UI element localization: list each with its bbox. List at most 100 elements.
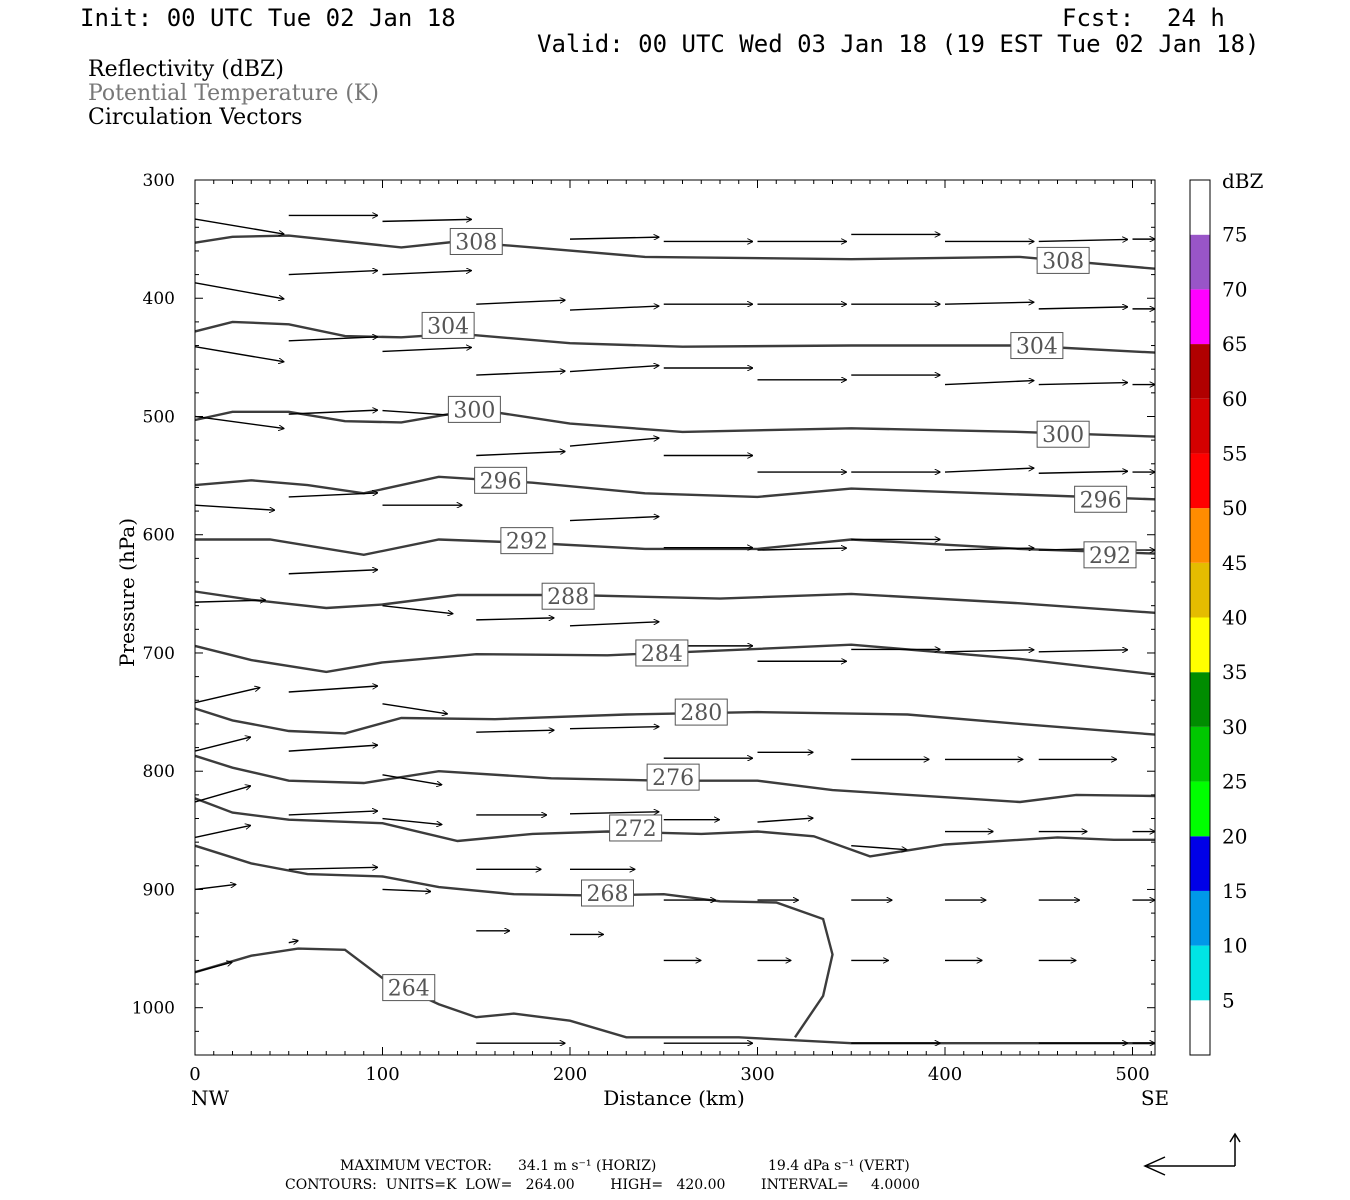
colorbar-swatch: [1190, 836, 1210, 891]
contour-label-box: [447, 395, 501, 423]
max-vector-vert: 19.4 dPa s⁻¹ (VERT): [768, 1158, 910, 1174]
vector-arrow: [194, 884, 236, 891]
vector-arrow: [569, 306, 659, 311]
contour-label-box: [646, 763, 700, 791]
vector-arrow: [382, 889, 431, 891]
vector-arrow: [194, 962, 232, 973]
colorbar-level-label: 40: [1222, 606, 1247, 630]
contour-line-272: [194, 797, 1155, 858]
field-circulation-vectors: Circulation Vectors: [88, 105, 303, 130]
vector-arrow: [476, 618, 554, 620]
vector-arrow: [194, 786, 251, 803]
colorbar-level-label: 10: [1222, 934, 1247, 958]
x-end-label-se: SE: [1141, 1086, 1169, 1110]
valid-time: Valid: 00 UTC Wed 03 Jan 18 (19 EST Tue …: [537, 30, 1260, 58]
contour-label: 308: [455, 230, 497, 255]
vector-arrow: [476, 730, 554, 732]
contour-line-308: [194, 234, 1156, 270]
vector-arrow: [382, 604, 453, 614]
vector-arrow: [944, 548, 1034, 550]
y-tick-label: 900: [143, 880, 175, 900]
colorbar-swatch: [1190, 945, 1210, 1001]
plot-frame: [194, 179, 1156, 1056]
contour-label: 292: [1089, 544, 1131, 569]
vector-arrow: [288, 570, 378, 575]
x-tick-label: 200: [553, 1064, 587, 1085]
x-tick-label: 400: [928, 1064, 962, 1085]
vector-arrow: [1038, 471, 1128, 473]
contour-label-box: [581, 879, 634, 907]
contour-label: 308: [1042, 249, 1084, 274]
colorbar-level-label: 5: [1222, 988, 1235, 1012]
contour-label: 288: [547, 585, 589, 610]
vector-arrow: [1038, 650, 1128, 652]
forecast-label: Fcst:: [1062, 4, 1135, 32]
vector-arrow: [1038, 307, 1128, 309]
contours-summary: CONTOURS: UNITS=K LOW= 264.00 HIGH= 420.…: [285, 1177, 920, 1193]
vector-arrow: [476, 300, 565, 305]
field-potential-temperature: Potential Temperature (K): [88, 81, 379, 106]
vector-arrow: [382, 271, 472, 276]
contour-line-292: [195, 538, 1156, 557]
max-vector-horiz: 34.1 m s⁻¹ (HORIZ): [518, 1158, 657, 1174]
contour-line-300: [194, 408, 1156, 438]
colorbar-swatch: [1190, 890, 1210, 946]
vector-arrow: [288, 686, 378, 693]
y-axis-label: Pressure (hPa): [115, 518, 139, 667]
contour-label-box: [1083, 541, 1137, 569]
colorbar-swatch: [1190, 726, 1210, 782]
vector-arrow: [476, 452, 565, 457]
colorbar-level-label: 55: [1222, 441, 1247, 465]
colorbar-swatch: [1190, 289, 1210, 345]
vector-arrow: [1038, 383, 1128, 385]
vector-arrow: [569, 438, 659, 447]
x-tick-label: 0: [189, 1064, 200, 1085]
y-tick-label: 500: [143, 407, 175, 427]
x-tick-label: 100: [365, 1064, 399, 1085]
contour-line-288: [194, 590, 1156, 614]
contour-label: 272: [615, 817, 657, 842]
vector-arrow: [288, 867, 378, 869]
vector-arrow: [382, 703, 448, 714]
contour-label: 296: [1080, 488, 1122, 513]
colorbar-swatch: [1190, 344, 1210, 399]
y-tick-label: 600: [143, 526, 175, 546]
vector-arrow: [288, 745, 378, 752]
forecast-hour: 24 h: [1167, 4, 1225, 32]
contour-label: 264: [388, 977, 430, 1002]
y-tick-label: 300: [143, 171, 175, 191]
colorbar-level-label: 15: [1222, 879, 1247, 903]
contour-label-box: [449, 227, 503, 255]
vector-arrow: [569, 517, 659, 522]
vector-arrow: [194, 825, 251, 839]
contour-label: 304: [427, 314, 469, 339]
contour-label: 276: [652, 766, 694, 791]
vector-arrow: [194, 737, 251, 752]
colorbar-swatch: [1190, 672, 1210, 727]
vector-arrow: [288, 811, 378, 816]
x-end-label-nw: NW: [191, 1086, 230, 1110]
colorbar-level-label: 50: [1222, 496, 1247, 520]
vector-arrow: [382, 219, 472, 221]
contour-label-box: [1010, 332, 1064, 360]
vector-arrow: [194, 346, 284, 362]
vector-arrow: [944, 650, 1034, 652]
reference-vector-arrow-icon: [1143, 1132, 1241, 1176]
contour-label: 300: [1042, 423, 1084, 448]
vector-arrow: [944, 302, 1034, 304]
vector-arrow: [194, 282, 284, 299]
colorbar-swatch: [1190, 234, 1210, 290]
vector-arrow: [288, 271, 378, 276]
colorbar-swatch: [1190, 562, 1210, 618]
field-reflectivity: Reflectivity (dBZ): [88, 57, 284, 82]
contour-label-box: [421, 311, 475, 339]
vector-arrow: [288, 337, 378, 342]
colorbar: 5 10 15 20 25 30 35 40 45 50 55 60 65 70 75 dBZ: [1189, 169, 1264, 1056]
contour-label: 268: [587, 882, 629, 907]
vector-arrow: [569, 812, 659, 814]
vector-arrow: [382, 774, 442, 785]
contour-label-box: [474, 466, 528, 494]
colorbar-swatch: [1190, 781, 1210, 837]
vector-arrow: [288, 410, 378, 415]
x-axis-label: Distance (km): [603, 1086, 745, 1110]
